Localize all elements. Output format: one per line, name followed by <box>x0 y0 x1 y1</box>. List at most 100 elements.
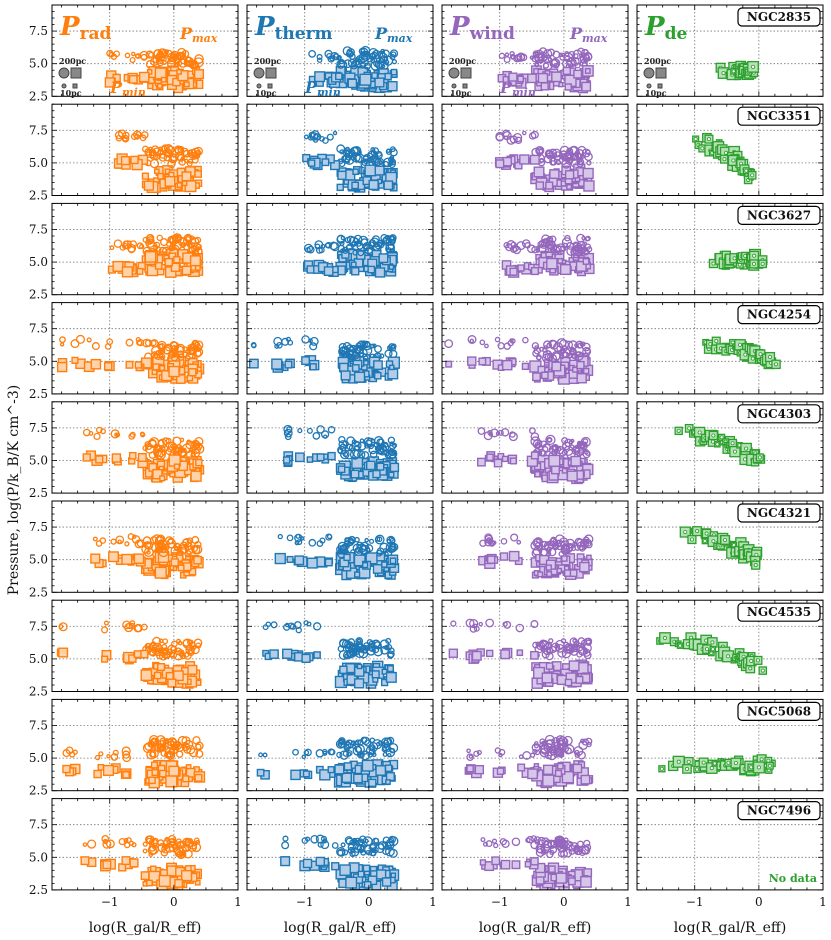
pmax-circle <box>110 538 117 545</box>
pmin-square <box>537 571 544 578</box>
column-title: Prad <box>59 12 112 44</box>
pmax-circle <box>516 539 522 545</box>
pmax-circle <box>543 647 551 656</box>
pmin-square <box>586 554 592 561</box>
pmax-circle <box>536 544 544 552</box>
pmax-circle <box>570 648 578 656</box>
pmin-square <box>351 364 360 372</box>
pmax-circle <box>376 547 385 556</box>
pmax-circle <box>495 431 501 436</box>
pmax-circle <box>104 343 112 350</box>
pmax-circle <box>332 130 338 136</box>
pmax-circle <box>103 620 109 626</box>
legend-circle-small <box>256 83 262 89</box>
pmax-circle <box>153 448 162 458</box>
pmax-circle <box>573 640 580 647</box>
pmin-square <box>559 263 572 276</box>
pmin-square <box>153 671 162 680</box>
pmin-square <box>128 654 137 663</box>
pmax-circle <box>534 644 544 654</box>
pmax-circle <box>360 50 368 57</box>
pmax-circle <box>502 621 508 627</box>
pmin-square <box>337 170 347 181</box>
pmax-circle <box>106 49 114 58</box>
pmax-circle <box>322 137 329 144</box>
pmax-circle <box>312 622 322 631</box>
column-title: Ptherm <box>254 12 333 44</box>
pmin-square <box>568 257 574 263</box>
pmax-circle <box>192 62 200 70</box>
pmin-square <box>286 555 294 563</box>
pmax-circle <box>136 339 143 346</box>
pmax-circle <box>338 440 348 449</box>
pmin-square <box>529 154 540 165</box>
pmin-square <box>509 267 518 276</box>
pmin-square <box>508 72 518 82</box>
pmax-circle <box>362 242 371 250</box>
panel-frame <box>51 202 239 296</box>
pmin-square <box>575 675 584 684</box>
pmax-circle <box>158 246 167 255</box>
pmax-circle <box>389 49 399 58</box>
pmin-square <box>172 77 181 87</box>
pmax-circle <box>379 542 390 553</box>
markers <box>674 423 766 467</box>
pmax-circle <box>329 55 336 62</box>
pmax-circle <box>509 53 516 60</box>
pmax-circle <box>540 241 547 248</box>
pmax-circle <box>556 542 562 548</box>
pmax-circle <box>347 641 354 647</box>
pmax-circle <box>548 638 554 644</box>
pmin-square <box>164 175 176 187</box>
pmax-circle <box>342 149 350 157</box>
pmax-circle <box>284 622 290 628</box>
pmax-circle <box>95 540 103 547</box>
pmin-square <box>371 72 379 79</box>
pmin-square <box>371 670 380 679</box>
pmin-square <box>545 662 554 670</box>
pmax-circle <box>139 431 145 437</box>
pmax-circle <box>503 56 511 64</box>
panel-frame <box>51 302 239 395</box>
pmin-square <box>301 356 310 365</box>
pmax-circle <box>390 146 396 153</box>
pmin-square <box>152 363 160 371</box>
y-tick-label: 7.5 <box>29 24 48 38</box>
data-point-circle <box>731 158 736 163</box>
panel-NGC4321-de: NGC4321 <box>636 500 824 593</box>
panel-frame <box>246 103 434 196</box>
pmax-circle <box>134 539 144 549</box>
panel-NGC2835-rad: 2.5 5.0 7.5 Prad 200pc 10pc Pmax Pmin <box>29 4 239 103</box>
panel-NGC4303-rad: 2.5 5.0 7.5 <box>29 401 239 500</box>
pmax-circle <box>538 238 550 249</box>
pmax-circle <box>355 640 364 649</box>
pmin-square <box>193 69 205 80</box>
data-point-circle <box>743 352 748 357</box>
pmax-circle <box>301 335 310 344</box>
pmax-circle <box>158 547 169 558</box>
pmax-circle <box>192 439 200 447</box>
pmin-square <box>368 179 379 191</box>
pmax-circle <box>177 446 183 451</box>
pmin-square <box>551 71 562 83</box>
pmax-circle <box>545 434 556 446</box>
pmax-circle <box>564 234 571 242</box>
pmax-circle <box>167 159 176 169</box>
pmax-circle <box>265 621 272 628</box>
pmax-circle <box>192 544 203 555</box>
pmax-circle <box>354 647 365 659</box>
pmin-square <box>374 267 386 278</box>
pmax-circle <box>382 160 389 168</box>
pmin-square <box>341 250 350 259</box>
markers <box>708 248 768 271</box>
legend-label-10pc: 10pc <box>645 88 667 98</box>
pmin-square <box>321 158 330 167</box>
y-tick-label: 2.5 <box>29 89 48 103</box>
pmax-circle <box>573 53 579 59</box>
pmax-circle <box>487 429 493 436</box>
pmax-circle <box>544 352 554 362</box>
pmin-square <box>364 164 377 177</box>
pmax-circle <box>583 647 588 653</box>
pmax-circle <box>544 248 550 253</box>
data-point-circle <box>711 433 716 438</box>
